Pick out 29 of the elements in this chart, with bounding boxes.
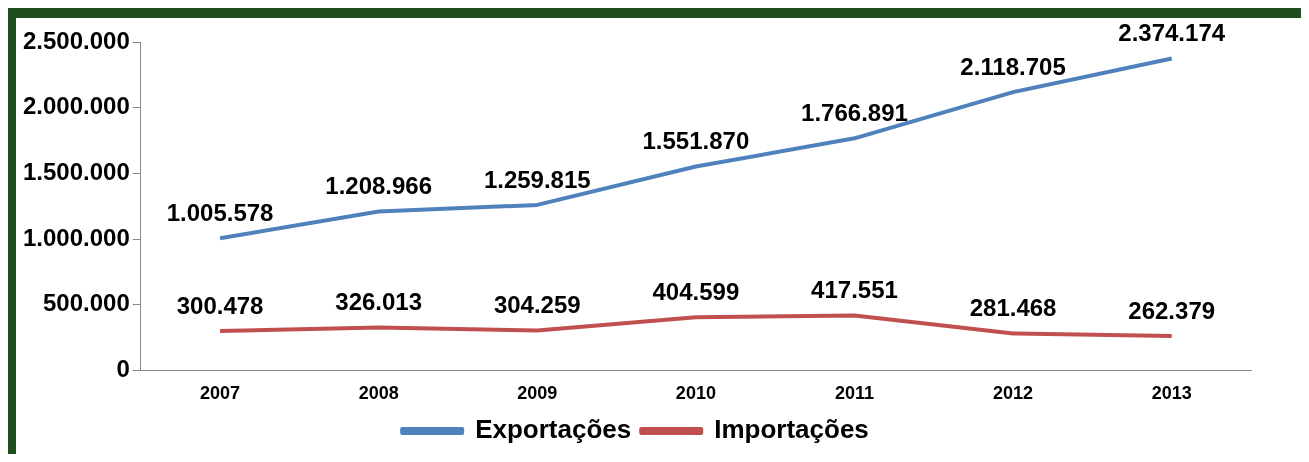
x-tick-label: 2009 [517, 383, 558, 404]
data-label: 417.551 [811, 276, 898, 304]
legend-label: Importações [714, 414, 869, 445]
data-label: 1.551.870 [642, 127, 750, 155]
data-label: 1.005.578 [166, 198, 274, 226]
x-tick-label: 2013 [1151, 383, 1192, 404]
data-label: 281.468 [969, 294, 1057, 322]
data-label: 1.259.815 [483, 165, 591, 193]
data-label: 1.208.966 [325, 172, 433, 200]
data-label: 304.259 [493, 291, 581, 319]
y-tick-label: 500.000 [43, 289, 130, 317]
data-label: 262.379 [1128, 296, 1216, 324]
data-label: 1.766.891 [801, 98, 908, 126]
data-label: 326.013 [335, 288, 423, 316]
x-tick-label: 2011 [834, 383, 875, 404]
y-tick-label: 1.500.000 [22, 157, 130, 185]
y-tick-label: 1.000.000 [22, 223, 130, 251]
data-label: 404.599 [652, 277, 740, 305]
x-tick-label: 2007 [200, 383, 241, 404]
y-tick-label: 2.500.000 [22, 26, 130, 54]
x-tick-label: 2012 [993, 383, 1034, 404]
x-tick-label: 2008 [358, 383, 399, 404]
x-tick-label: 2010 [675, 383, 716, 404]
data-label: 2.374.174 [1118, 19, 1226, 47]
data-label: 300.478 [176, 291, 264, 319]
data-label: 2.118.705 [960, 52, 1066, 80]
y-tick-label: 0 [116, 355, 130, 383]
y-tick-label: 2.000.000 [22, 92, 130, 120]
legend-label: Exportações [475, 414, 632, 445]
